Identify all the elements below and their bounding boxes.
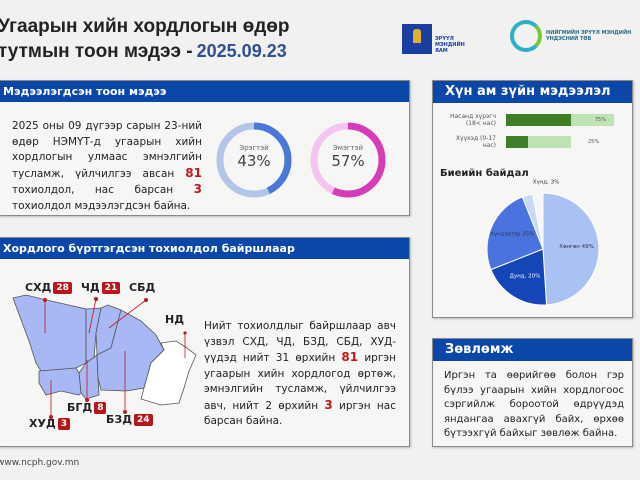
district-shd xyxy=(12,294,87,372)
condition-pie-chart: Хөнгөн 49% Дунд, 20% Хүндэвтэр 25% Хүнд, 3% xyxy=(486,180,600,306)
page-title: Угаарын хийн хордлогын өдөр тутмын тоон … xyxy=(0,16,290,62)
district-label-bzd: БЗД 24 xyxy=(106,413,153,426)
district-label-sbd: СБД xyxy=(129,281,156,294)
demographics-heading: Хүн ам зүйн мэдээлэл xyxy=(433,81,632,103)
district-label-shd: СХД 28 xyxy=(25,281,72,294)
advice-text: Иргэн та өөрийгөө болон гэр бүлээ угаары… xyxy=(444,370,624,439)
pie-label-0: Хөнгөн 49% xyxy=(559,244,594,250)
adult-bar: 75% xyxy=(506,114,614,126)
location-panel: Хордлого бүртгэгдсэн тохиолдол байршлаар… xyxy=(0,237,410,447)
pie-label-1: Дунд, 20% xyxy=(510,273,541,279)
location-text: Нийт тохиолдлыг байршлаар авч үзвэл СХД,… xyxy=(204,320,397,427)
pie-slice-0 xyxy=(542,192,600,306)
website-link[interactable]: www.ncph.gov.mn xyxy=(0,458,80,468)
pie-title: Биеийн байдал xyxy=(440,168,529,179)
report-date: 2025.09.23 xyxy=(196,41,287,61)
female-donut xyxy=(310,122,386,198)
summary-panel: Мэдээлэгдсэн тоон мэдээ 2025 оны 09 дүгэ… xyxy=(0,80,410,216)
child-bar-row: Хүүхэд (0-17 нас) 25% xyxy=(455,135,600,149)
pie-slice-3 xyxy=(521,193,544,250)
advice-panel: Зөвлөмж Иргэн та өөрийгөө болон гэр бүлэ… xyxy=(432,338,633,447)
summary-text: 2025 оны 09 дүгээр сарын 23-ний өдөр НЭМ… xyxy=(12,120,202,212)
advice-heading: Зөвлөмж xyxy=(433,339,632,361)
pie-slice-1 xyxy=(490,248,548,306)
district-label-nd: НД xyxy=(165,313,185,326)
adult-bar-row: Насанд хүрэгч (18< нас) 75% xyxy=(441,113,614,127)
demographics-panel: Хүн ам зүйн мэдээлэл Насанд хүрэгч (18< … xyxy=(432,80,633,318)
pie-label-2: Хүндэвтэр 25% xyxy=(490,232,534,238)
district-hud xyxy=(38,367,82,396)
child-bar: 25% xyxy=(506,136,599,148)
location-heading: Хордлого бүртгэгдсэн тохиолдол байршлаар xyxy=(0,238,409,259)
ministry-logo: ЭРҮҮЛ МЭНДИЙН ЯАМ xyxy=(402,24,469,54)
district-chd xyxy=(85,307,102,364)
male-donut xyxy=(216,122,292,198)
pie-label-3: Хүнд, 3% xyxy=(533,180,560,186)
summary-heading: Мэдээлэгдсэн тоон мэдээ xyxy=(0,81,409,102)
district-label-chd: ЧД 21 xyxy=(81,281,121,294)
district-nd xyxy=(140,340,197,406)
center-logo: НИЙГМИЙН ЭРҮҮЛ МЭНДИЙН ҮНДЭСНИЙ ТӨВ xyxy=(510,20,636,52)
center-logo-icon xyxy=(510,20,542,52)
emblem-icon xyxy=(402,24,432,54)
pie-slice-2 xyxy=(486,196,544,271)
ulaanbaatar-district-map xyxy=(12,294,197,419)
district-label-hud: ХУД 3 xyxy=(29,417,71,430)
district-label-bgd: БГД 8 xyxy=(67,401,107,414)
district-bzd xyxy=(96,309,165,392)
